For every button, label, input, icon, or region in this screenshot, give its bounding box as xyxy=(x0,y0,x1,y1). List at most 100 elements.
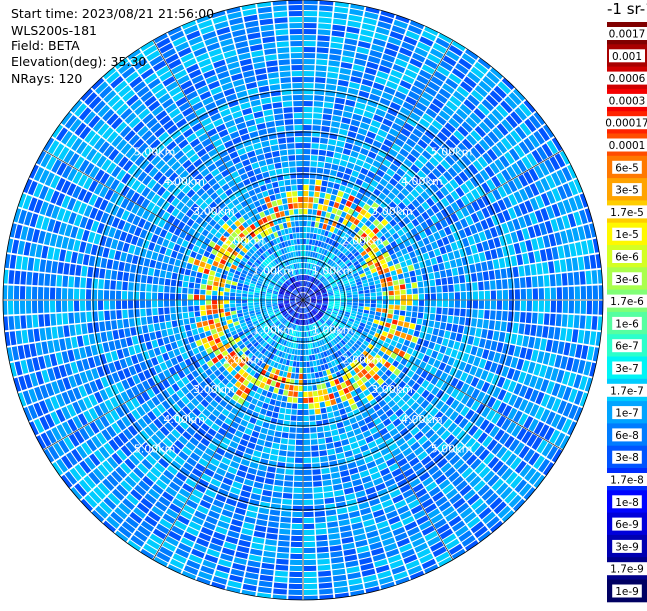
ppi-cell xyxy=(252,537,264,544)
ppi-cell xyxy=(420,346,427,354)
ppi-cell xyxy=(308,349,311,354)
ppi-cell xyxy=(265,539,277,546)
ppi-cell xyxy=(449,301,454,308)
ppi-cell xyxy=(482,349,489,359)
ppi-cell xyxy=(248,468,257,475)
ppi-cell xyxy=(323,169,330,175)
ppi-cell xyxy=(321,408,327,414)
ppi-cell xyxy=(340,68,351,75)
ppi-cell xyxy=(341,198,347,205)
ppi-cell xyxy=(257,123,266,130)
ppi-cell xyxy=(448,308,454,315)
ppi-cell xyxy=(331,430,338,436)
ppi-cell xyxy=(80,301,85,311)
ppi-cell xyxy=(279,59,290,65)
ppi-cell xyxy=(160,270,166,277)
ppi-cell xyxy=(44,301,49,313)
ppi-cell xyxy=(194,306,199,311)
ppi-cell xyxy=(297,245,300,250)
ppi-cell xyxy=(294,488,303,493)
ppi-cell xyxy=(389,329,395,335)
ppi-cell xyxy=(253,143,262,150)
ppi-cell xyxy=(400,332,406,338)
ppi-cell xyxy=(291,415,297,420)
ppi-cell xyxy=(292,518,302,523)
ppi-cell xyxy=(334,13,348,20)
ppi-cell xyxy=(329,301,334,303)
ppi-cell xyxy=(254,305,259,308)
ppi-cell xyxy=(440,346,447,354)
ppi-cell xyxy=(490,310,496,319)
ppi-cell xyxy=(302,326,303,331)
ppi-cell xyxy=(316,535,327,541)
ppi-cell xyxy=(283,223,288,229)
ppi-cell xyxy=(354,428,362,435)
ppi-cell xyxy=(359,300,364,303)
ppi-cell xyxy=(534,338,541,350)
ppi-cell xyxy=(311,373,315,378)
ppi-cell xyxy=(279,450,287,456)
ppi-cell xyxy=(134,246,141,255)
ppi-cell xyxy=(448,340,455,348)
ppi-cell xyxy=(341,62,353,69)
ppi-cell xyxy=(318,438,325,444)
ppi-cell xyxy=(188,336,195,343)
ppi-cell xyxy=(104,311,110,320)
ppi-cell xyxy=(62,313,68,324)
ppi-cell xyxy=(392,319,398,324)
ppi-cell xyxy=(111,320,117,329)
ppi-cell xyxy=(304,524,315,529)
ppi-cell xyxy=(303,251,305,256)
ppi-cell xyxy=(339,74,350,81)
ppi-cell xyxy=(148,242,155,251)
ppi-cell xyxy=(267,127,276,133)
ppi-cell xyxy=(98,279,104,289)
ppi-cell xyxy=(113,261,120,271)
ppi-cell xyxy=(450,332,457,340)
ppi-cell xyxy=(20,301,25,314)
ppi-cell xyxy=(427,327,433,334)
ppi-cell xyxy=(206,300,211,305)
ppi-cell xyxy=(161,263,167,271)
ppi-cell xyxy=(305,251,308,256)
ppi-cell xyxy=(299,221,303,226)
ppi-cell xyxy=(269,424,276,430)
ppi-cell xyxy=(296,149,303,154)
ppi-cell xyxy=(98,290,103,300)
ppi-cell xyxy=(316,529,327,535)
ppi-cell xyxy=(377,304,382,308)
ppi-cell xyxy=(287,457,295,463)
ppi-cell xyxy=(122,282,128,291)
ppi-cell xyxy=(190,251,197,258)
ppi-cell xyxy=(36,245,43,258)
ppi-cell xyxy=(508,345,515,356)
ppi-cell xyxy=(266,435,274,441)
ppi-cell xyxy=(309,179,315,184)
ppi-cell xyxy=(345,493,355,500)
ppi-cell xyxy=(443,300,448,307)
ppi-cell xyxy=(236,293,241,296)
ppi-cell xyxy=(185,325,191,331)
ppi-cell xyxy=(347,572,361,579)
ppi-cell xyxy=(32,287,37,300)
ppi-cell xyxy=(323,425,330,431)
ppi-cell xyxy=(328,60,340,66)
ppi-cell xyxy=(272,443,280,449)
ppi-cell xyxy=(297,185,302,190)
ppi-cell xyxy=(291,548,303,553)
ppi-cell xyxy=(345,33,358,40)
ppi-cell xyxy=(385,323,391,328)
ppi-cell xyxy=(333,575,347,582)
ppi-cell xyxy=(288,228,292,234)
ppi-cell xyxy=(307,374,311,379)
ppi-cell xyxy=(318,571,331,577)
ppi-cell xyxy=(365,303,370,306)
ppi-cell xyxy=(309,355,312,360)
ppi-cell xyxy=(68,301,73,312)
ppi-cell xyxy=(434,344,441,352)
ppi-cell xyxy=(291,185,297,190)
ppi-cell xyxy=(175,259,182,266)
ppi-cell xyxy=(277,395,283,401)
ppi-cell xyxy=(194,295,199,300)
ppi-cell xyxy=(236,303,241,306)
